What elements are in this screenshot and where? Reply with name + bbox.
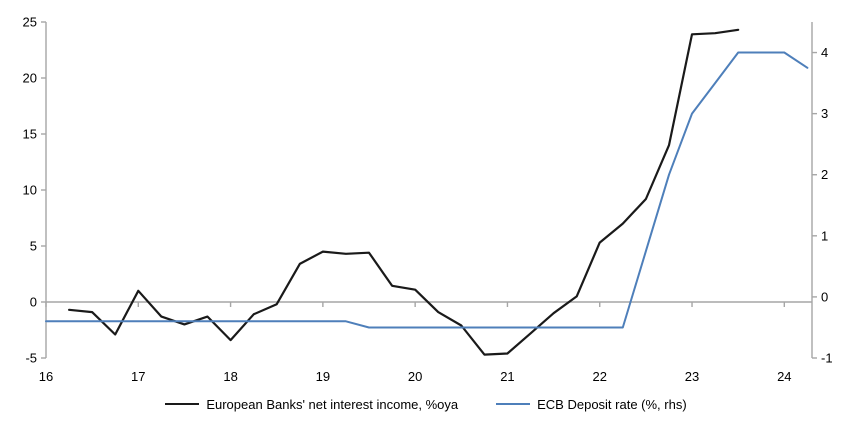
legend-label-deposit-rate: ECB Deposit rate (%, rhs) [537,396,687,412]
net-interest-income-line [67,28,740,356]
left-axis-tick-label: 15 [23,127,37,142]
x-axis-tick-label: 16 [39,369,53,384]
left-axis-tick-label: 20 [23,71,37,86]
legend-label-net-interest-income: European Banks' net interest income, %oy… [206,396,459,412]
x-axis-tick-label: 20 [408,369,422,384]
legend: European Banks' net interest income, %oy… [0,394,852,414]
deposit-rate-line [45,51,809,329]
x-axis-tick-label: 19 [316,369,330,384]
x-axis-tick-label: 24 [777,369,791,384]
x-axis-tick-label: 21 [500,369,514,384]
left-axis-tick-label: 10 [23,183,37,198]
x-axis-tick-label: 18 [223,369,237,384]
legend-item-deposit-rate: ECB Deposit rate (%, rhs) [496,397,687,412]
x-axis-tick-label: 22 [593,369,607,384]
left-axis-tick-label: 5 [30,239,37,254]
right-axis-tick-label: -1 [821,351,833,366]
deposit-rate-line-swatch-icon [496,403,531,405]
right-axis-tick-label: 2 [821,167,828,182]
right-axis-tick-label: 4 [821,45,828,60]
left-axis-tick-label: 25 [23,15,37,30]
x-axis-tick-label: 23 [685,369,699,384]
left-axis-tick-label: 0 [30,295,37,310]
legend-item-net-interest-income: European Banks' net interest income, %oy… [165,397,458,412]
right-axis-tick-label: 0 [821,289,828,304]
right-axis-tick-label: 3 [821,106,828,121]
right-axis-tick-label: 1 [821,228,828,243]
x-axis-tick-label: 17 [131,369,145,384]
nii-line-swatch-icon [165,403,200,405]
left-axis-tick-label: -5 [25,351,37,366]
